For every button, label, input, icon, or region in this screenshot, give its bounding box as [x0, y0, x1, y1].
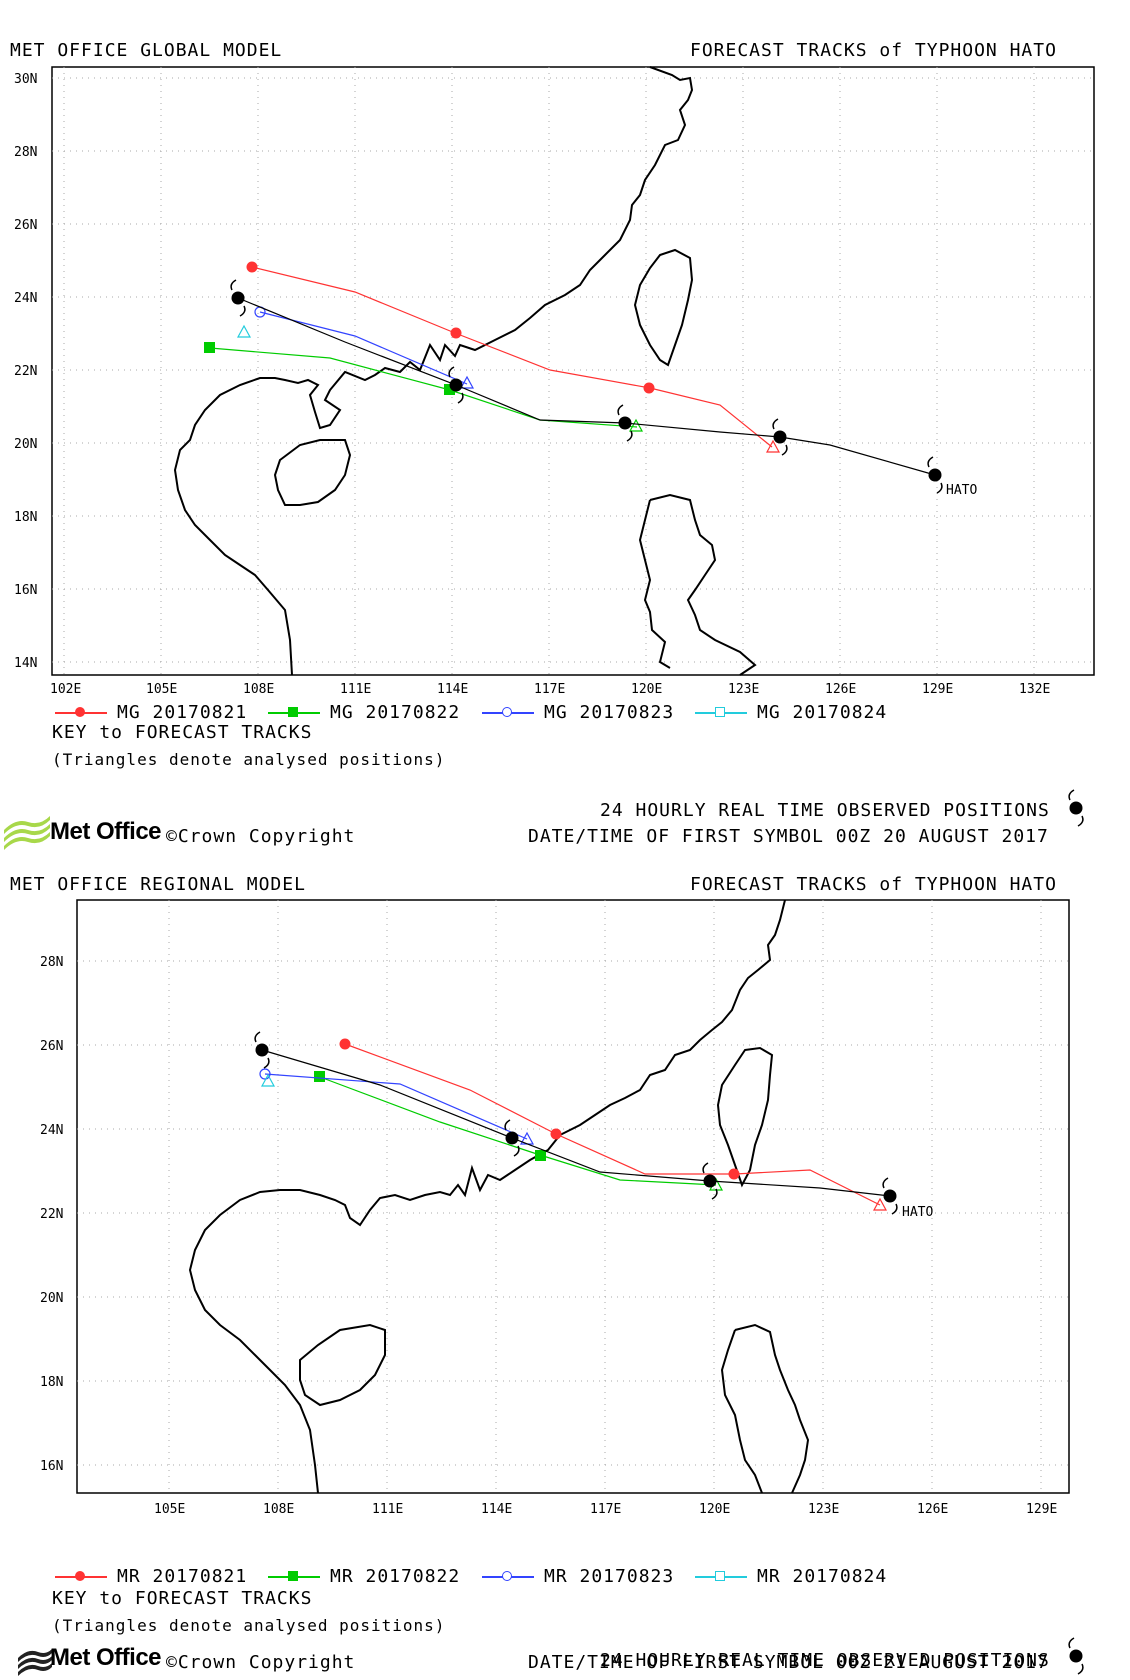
- regional-lon-label: 123E: [808, 1502, 839, 1517]
- regional-grid: [77, 900, 1069, 1493]
- typhoon-symbol-icon: [928, 457, 942, 493]
- regional-lon-label: 120E: [699, 1502, 730, 1517]
- forecast-point: [204, 342, 215, 353]
- typhoon-symbol-icon: [449, 367, 463, 403]
- regional-legend-item-0822: MR 20170822: [268, 1566, 460, 1587]
- global-track-mg-0821: [247, 262, 780, 453]
- regional-legend-item-0823: MR 20170823: [482, 1566, 674, 1587]
- global-legend-item-0823: MG 20170823: [482, 702, 674, 723]
- global-model-panel: MET OFFICE GLOBAL MODEL FORECAST TRACKS …: [0, 0, 1130, 850]
- regional-lat-label: 16N: [40, 1459, 63, 1474]
- regional-map: 28N 26N 24N 22N 20N 18N 16N 105E 108E 11…: [0, 850, 1130, 1680]
- regional-legend-item-0821: MR 20170821: [55, 1566, 247, 1587]
- analysed-triangle: [262, 1075, 274, 1086]
- global-lat-label: 22N: [14, 364, 37, 379]
- regional-key-title: KEY to FORECAST TRACKS: [52, 1588, 312, 1609]
- global-track-mg-0822: [204, 342, 642, 431]
- global-lat-label: 26N: [14, 218, 37, 233]
- regional-lat-label: 28N: [40, 955, 63, 970]
- regional-lon-label: 129E: [1026, 1502, 1057, 1517]
- global-lon-label: 111E: [340, 682, 371, 697]
- regional-key-note: (Triangles denote analysed positions): [52, 1616, 445, 1635]
- copyright-icon: ©: [166, 1652, 178, 1673]
- regional-track-mr-0822: [314, 1071, 722, 1190]
- regional-lon-label: 108E: [263, 1502, 294, 1517]
- regional-lon-label: 117E: [590, 1502, 621, 1517]
- regional-lat-label: 22N: [40, 1207, 63, 1222]
- regional-map-frame: [77, 900, 1069, 1493]
- regional-lat-label: 24N: [40, 1123, 63, 1138]
- global-legend-item-0822: MG 20170822: [268, 702, 460, 723]
- global-lat-label: 18N: [14, 510, 37, 525]
- global-lon-label: 132E: [1019, 682, 1050, 697]
- global-legend-item-0824: MG 20170824: [695, 702, 887, 723]
- forecast-point: [451, 328, 462, 339]
- regional-observed-track: [255, 1032, 897, 1214]
- typhoon-symbol-icon: [255, 1032, 269, 1068]
- global-key-note: (Triangles denote analysed positions): [52, 750, 445, 769]
- global-coastline: [175, 67, 755, 675]
- regional-lon-label: 111E: [372, 1502, 403, 1517]
- global-lon-label: 114E: [437, 682, 468, 697]
- global-lat-label: 24N: [14, 291, 37, 306]
- typhoon-symbol-icon: [773, 419, 787, 455]
- global-lon-label: 123E: [728, 682, 759, 697]
- typhoon-symbol-icon: [618, 405, 632, 441]
- forecast-point: [247, 262, 258, 273]
- typhoon-symbol-icon: [505, 1120, 519, 1156]
- forecast-point: [314, 1071, 325, 1082]
- regional-lon-label: 114E: [481, 1502, 512, 1517]
- global-storm-label: HATO: [946, 483, 977, 498]
- global-lon-label: 117E: [534, 682, 565, 697]
- global-lat-label: 16N: [14, 583, 37, 598]
- global-observed-note: 24 HOURLY REAL TIME OBSERVED POSITIONS: [600, 800, 1050, 821]
- global-lat-label: 20N: [14, 437, 37, 452]
- regional-date-note: DATE/TIME OF FIRST SYMBOL 00Z 21 AUGUST …: [528, 1652, 1049, 1673]
- forecast-point: [644, 383, 655, 394]
- global-lat-label: 30N: [14, 72, 37, 87]
- regional-legend-item-0824: MR 20170824: [695, 1566, 887, 1587]
- regional-track-mr-0824: [262, 1075, 274, 1086]
- regional-lat-label: 18N: [40, 1375, 63, 1390]
- regional-copyright: ©Crown Copyright: [166, 1652, 355, 1673]
- copyright-icon: ©: [166, 826, 178, 847]
- global-copyright: ©Crown Copyright: [166, 826, 355, 847]
- global-lon-label: 108E: [243, 682, 274, 697]
- forecast-point: [535, 1150, 546, 1161]
- global-grid: [52, 67, 1094, 675]
- global-date-note: DATE/TIME OF FIRST SYMBOL 00Z 20 AUGUST …: [528, 826, 1049, 847]
- analysed-triangle: [238, 326, 250, 337]
- global-lon-label: 129E: [922, 682, 953, 697]
- global-key-title: KEY to FORECAST TRACKS: [52, 722, 312, 743]
- global-lon-label: 120E: [631, 682, 662, 697]
- global-track-mg-0824: [238, 326, 250, 337]
- forecast-point: [729, 1169, 740, 1180]
- global-track-mg-0823: [255, 307, 473, 388]
- regional-lon-label: 105E: [154, 1502, 185, 1517]
- regional-track-mr-0821: [340, 1039, 887, 1211]
- analysed-triangle: [630, 420, 642, 431]
- regional-model-panel: MET OFFICE REGIONAL MODEL FORECAST TRACK…: [0, 850, 1130, 1680]
- forecast-point: [551, 1129, 562, 1140]
- typhoon-symbol-icon: [231, 280, 245, 316]
- global-lat-label: 28N: [14, 145, 37, 160]
- regional-logo-text: Met Office: [50, 1644, 161, 1672]
- global-logo-text: Met Office: [50, 818, 161, 846]
- regional-lat-label: 26N: [40, 1039, 63, 1054]
- global-legend-item-0821: MG 20170821: [55, 702, 247, 723]
- regional-track-mr-0823: [260, 1069, 533, 1144]
- global-lon-label: 102E: [50, 682, 81, 697]
- global-map-frame: [52, 67, 1094, 675]
- forecast-point: [340, 1039, 351, 1050]
- regional-lat-label: 20N: [40, 1291, 63, 1306]
- global-observed-track: [231, 280, 942, 493]
- global-lon-label: 105E: [146, 682, 177, 697]
- global-lat-label: 14N: [14, 656, 37, 671]
- regional-storm-label: HATO: [902, 1205, 933, 1220]
- regional-lon-label: 126E: [917, 1502, 948, 1517]
- typhoon-symbol-icon: [703, 1163, 717, 1199]
- global-lon-label: 126E: [825, 682, 856, 697]
